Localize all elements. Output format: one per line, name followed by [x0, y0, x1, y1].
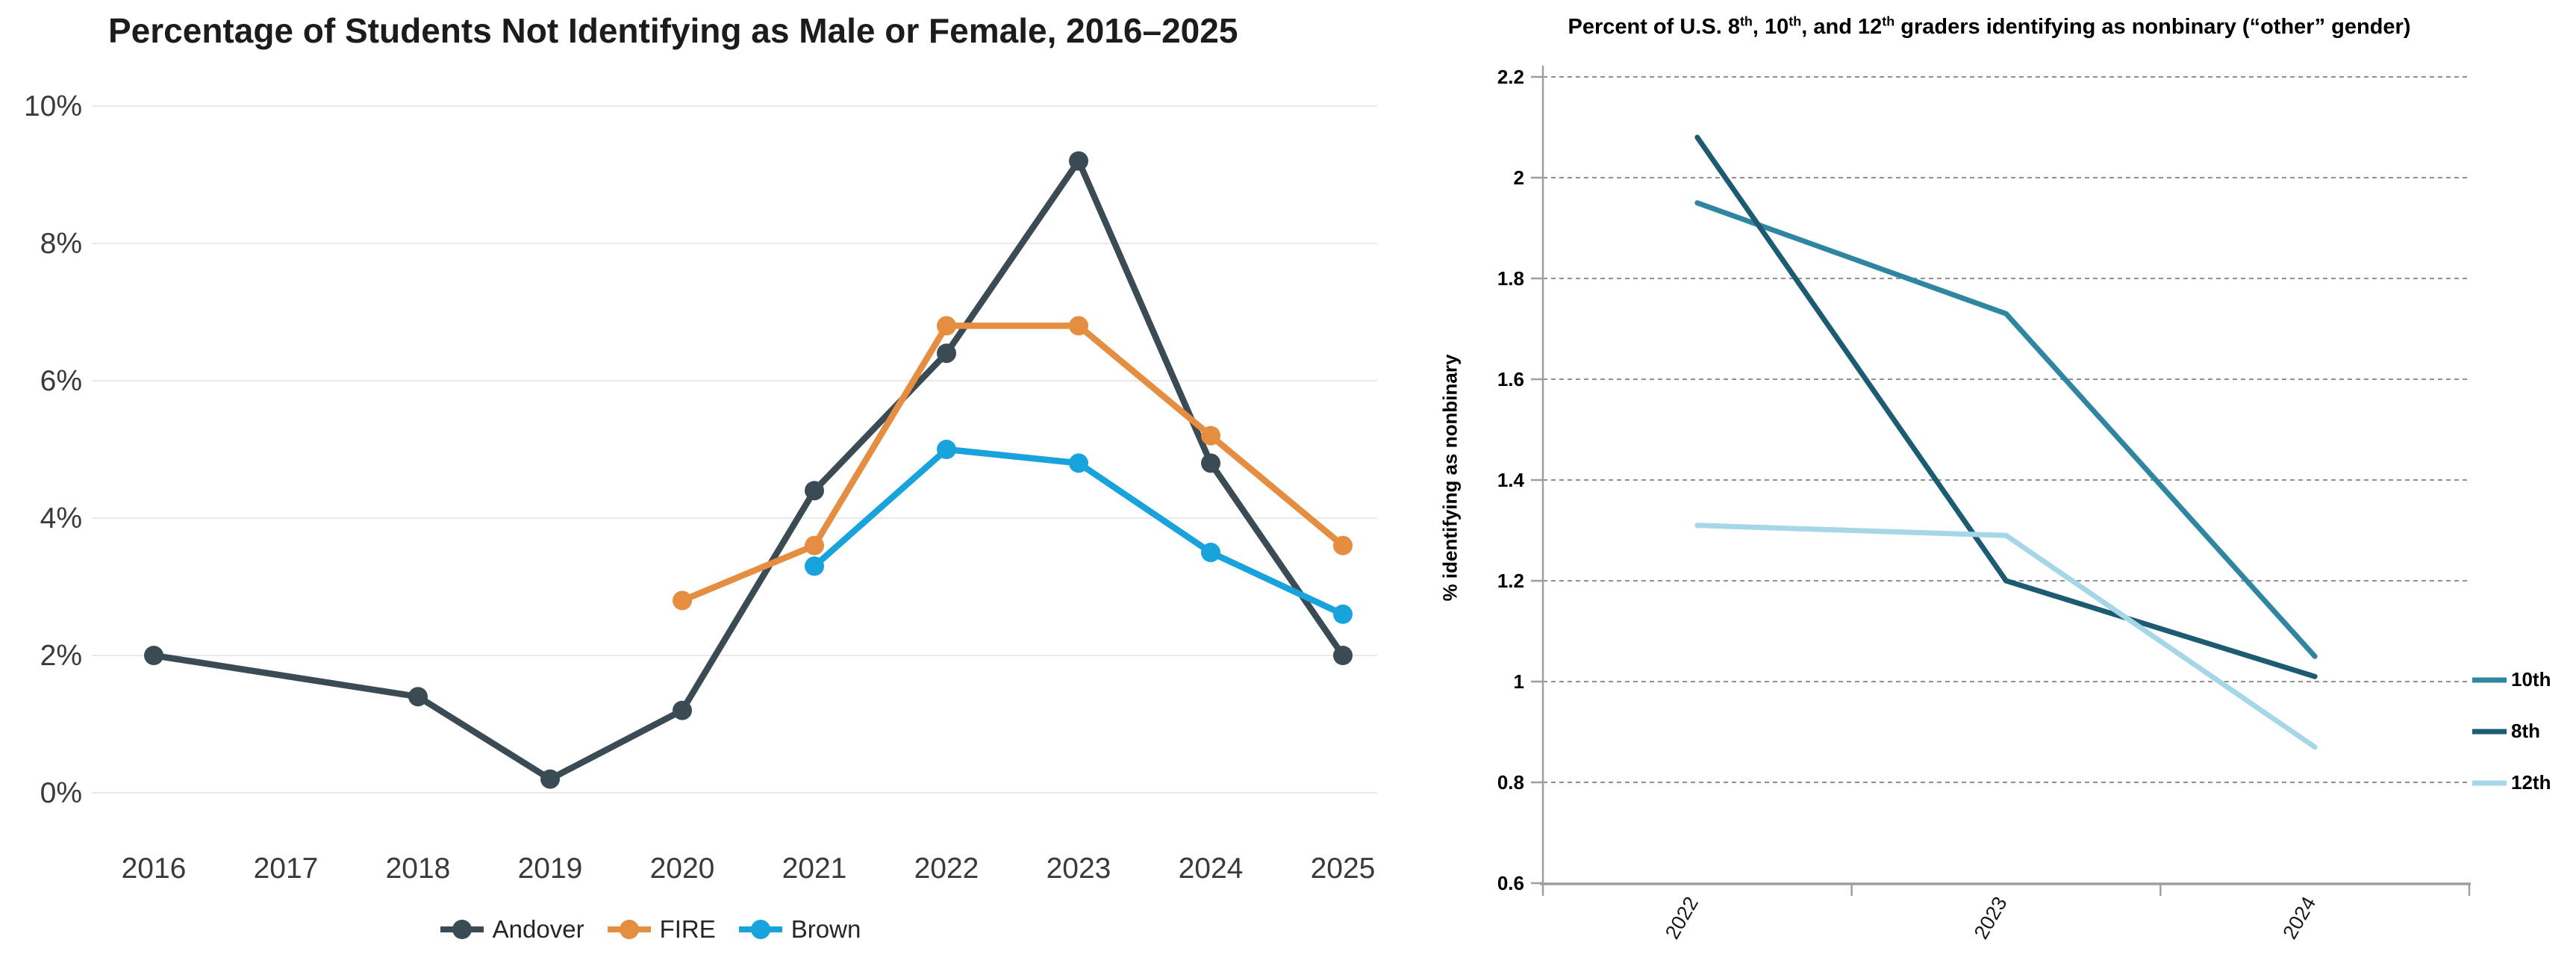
x-tick-label: 2022	[1661, 893, 1703, 943]
y-tick-label: 1	[1514, 670, 1524, 693]
legend-label: 12th	[2511, 771, 2551, 794]
data-point-fire	[673, 590, 692, 611]
legend-item-12th-grade: 12th	[2471, 757, 2551, 808]
right-title-text: , 10	[1752, 15, 1789, 39]
y-tick-label: 6%	[40, 365, 82, 397]
legend-item-andover: Andover	[438, 915, 584, 944]
x-tick-label: 2016	[122, 853, 187, 885]
right-title-superscript: th	[1739, 13, 1753, 29]
legend-marker-brown	[738, 920, 782, 939]
data-point-andover	[1201, 453, 1220, 473]
y-tick-label: 8%	[40, 228, 82, 260]
y-tick-label: 1.2	[1497, 570, 1524, 592]
data-point-andover	[673, 700, 692, 720]
legend-label: 8th	[2511, 720, 2540, 742]
data-point-andover	[144, 646, 163, 665]
data-point-andover	[408, 687, 428, 707]
series-line-8th-grade	[1694, 134, 2318, 679]
y-tick-label: 1.4	[1497, 469, 1525, 491]
x-tick-label: 2018	[386, 853, 451, 885]
data-point-brown	[1201, 543, 1220, 562]
data-point-brown	[805, 556, 824, 576]
y-tick-label: 2	[1514, 166, 1524, 189]
right-title-text: graders identifying as nonbinary (“other…	[1894, 15, 2411, 39]
data-point-fire	[1201, 426, 1220, 446]
data-point-fire	[1333, 535, 1353, 555]
legend-label: 10th	[2511, 668, 2551, 691]
legend-item-10th-grade: 10th	[2471, 654, 2551, 705]
right-line-chart: 0.6 0.8 1 1.2 1.4 1.6 1.8 2 2.2 2022 2023 2024	[1497, 66, 2471, 943]
left-line-chart: 0% 2% 4% 6% 8% 10% 2016 2017 2018 2019 2020 2021 202…	[24, 90, 1377, 885]
series-line-12th-grade	[1694, 523, 2318, 750]
y-tick-label: 2.2	[1497, 66, 1524, 88]
x-tick-label: 2019	[518, 853, 583, 885]
legend-item-8th-grade: 8th	[2471, 705, 2551, 757]
series-line-10th-grade	[1694, 200, 2318, 659]
legend-line-swatch	[2472, 780, 2507, 785]
y-tick-label: 1.8	[1497, 267, 1524, 290]
legend-label: FIRE	[659, 915, 716, 943]
right-chart-title: Percent of U.S. 8th, 10th, and 12th grad…	[1422, 13, 2557, 40]
y-tick-label: 0%	[40, 777, 82, 809]
x-tick-label: 2023	[1970, 893, 2012, 943]
x-tick-label: 2020	[650, 853, 715, 885]
legend-line-swatch	[2472, 729, 2507, 734]
right-title-text: Percent of U.S. 8	[1568, 15, 1740, 39]
legend-label: Andover	[492, 915, 584, 943]
right-chart-legend: 10th 8th 12th	[2471, 654, 2551, 808]
series-line-andover	[150, 158, 1347, 782]
y-tick-label: 10%	[24, 90, 82, 122]
data-point-fire	[1069, 316, 1088, 336]
data-point-andover	[805, 481, 824, 501]
legend-item-fire: FIRE	[605, 915, 716, 944]
x-tick-label: 2023	[1047, 853, 1111, 885]
series-line-fire	[679, 322, 1347, 604]
x-tick-label: 2017	[254, 853, 319, 885]
data-point-brown	[1333, 604, 1353, 624]
y-tick-label: 0.8	[1497, 771, 1524, 794]
data-point-andover	[1333, 646, 1353, 665]
data-point-andover	[937, 343, 956, 364]
legend-dot	[619, 920, 639, 939]
legend-marker-fire	[607, 920, 651, 939]
x-tick-label: 2025	[1311, 853, 1376, 885]
data-point-andover	[540, 769, 560, 789]
y-tick-label: 4%	[40, 502, 82, 535]
y-tick-label: 2%	[40, 640, 82, 672]
data-point-brown	[937, 440, 956, 459]
right-title-superscript: th	[1882, 13, 1895, 29]
legend-dot	[750, 920, 770, 939]
left-chart-title: Percentage of Students Not Identifying a…	[108, 11, 1238, 50]
right-title-text: , and 12	[1801, 15, 1883, 39]
left-chart-legend: Andover FIRE Brown	[0, 915, 1299, 944]
x-tick-label: 2024	[1179, 853, 1244, 885]
data-point-brown	[1069, 453, 1088, 473]
x-tick-label: 2024	[2278, 893, 2320, 943]
y-tick-label: 0.6	[1497, 872, 1524, 894]
y-tick-label: 1.6	[1497, 368, 1524, 390]
x-tick-label: 2022	[914, 853, 979, 885]
right-title-superscript: th	[1788, 13, 1802, 29]
series-line-brown	[811, 446, 1347, 618]
data-point-fire	[937, 316, 956, 336]
data-point-andover	[1069, 151, 1088, 171]
data-point-fire	[805, 535, 824, 555]
x-tick-label: 2021	[782, 853, 847, 885]
legend-label: Brown	[790, 915, 861, 943]
legend-dot	[452, 920, 472, 939]
legend-marker-andover	[440, 920, 484, 939]
legend-line-swatch	[2472, 677, 2507, 682]
legend-item-brown: Brown	[737, 915, 861, 944]
